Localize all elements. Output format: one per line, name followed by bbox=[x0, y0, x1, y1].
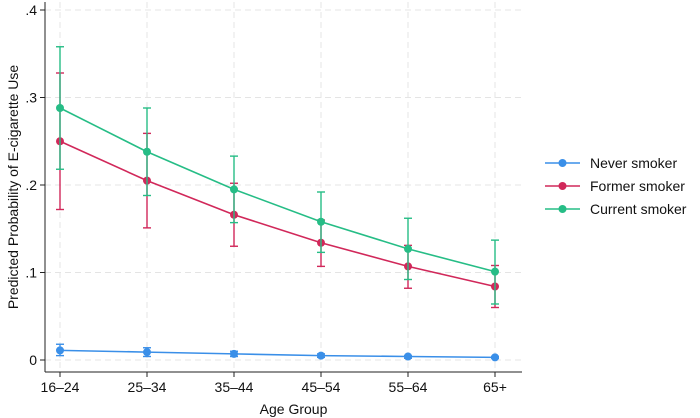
legend-swatch-marker bbox=[558, 205, 567, 213]
legend-swatch-marker bbox=[558, 159, 567, 167]
x-axis-title: Age Group bbox=[260, 401, 328, 417]
series-never-smoker bbox=[56, 343, 499, 362]
legend-label: Current smoker bbox=[590, 201, 687, 217]
legend-item: Never smoker bbox=[545, 155, 677, 171]
legend-label: Former smoker bbox=[590, 178, 685, 194]
legend-item: Former smoker bbox=[545, 178, 685, 194]
x-tick-label: 16–24 bbox=[41, 379, 80, 395]
legend-layer: Never smoker Former smoker Current smoker bbox=[545, 155, 687, 217]
data-point bbox=[230, 185, 238, 194]
legend-label: Never smoker bbox=[590, 155, 677, 171]
series-current-smoker bbox=[56, 46, 499, 305]
data-point bbox=[143, 147, 151, 156]
data-point bbox=[491, 267, 499, 276]
data-point bbox=[230, 349, 238, 358]
y-tick-label: 0 bbox=[29, 352, 37, 368]
legend-swatch-marker bbox=[558, 182, 567, 190]
data-point bbox=[404, 352, 412, 361]
data-point bbox=[317, 351, 325, 360]
data-point bbox=[56, 104, 64, 112]
data-point bbox=[491, 353, 499, 362]
data-point bbox=[404, 244, 412, 253]
x-tick-label: 25–34 bbox=[128, 379, 167, 395]
x-tick-label: 65+ bbox=[483, 379, 507, 395]
series-line bbox=[59, 349, 496, 359]
data-point bbox=[56, 346, 64, 355]
axes-layer: 0 .1 .2 .3 .4 16–24 25–34 35–44 45–54 55–64 65+ bbox=[25, 2, 522, 395]
x-tick-label: 45–54 bbox=[302, 379, 341, 395]
series-line bbox=[59, 140, 496, 288]
series-layer bbox=[56, 46, 499, 362]
y-tick-label: .4 bbox=[25, 2, 37, 18]
data-point bbox=[317, 217, 325, 226]
data-point bbox=[143, 348, 151, 357]
grid-layer bbox=[45, 2, 522, 372]
y-axis-title: Predicted Probability of E-cigarette Use bbox=[5, 65, 21, 310]
series-line bbox=[59, 107, 496, 273]
x-tick-label: 35–44 bbox=[215, 379, 254, 395]
y-tick-label: .3 bbox=[25, 90, 37, 106]
legend-item: Current smoker bbox=[545, 201, 687, 217]
x-tick-label: 55–64 bbox=[389, 379, 428, 395]
y-tick-label: .1 bbox=[25, 265, 37, 281]
y-tick-label: .2 bbox=[25, 177, 37, 193]
